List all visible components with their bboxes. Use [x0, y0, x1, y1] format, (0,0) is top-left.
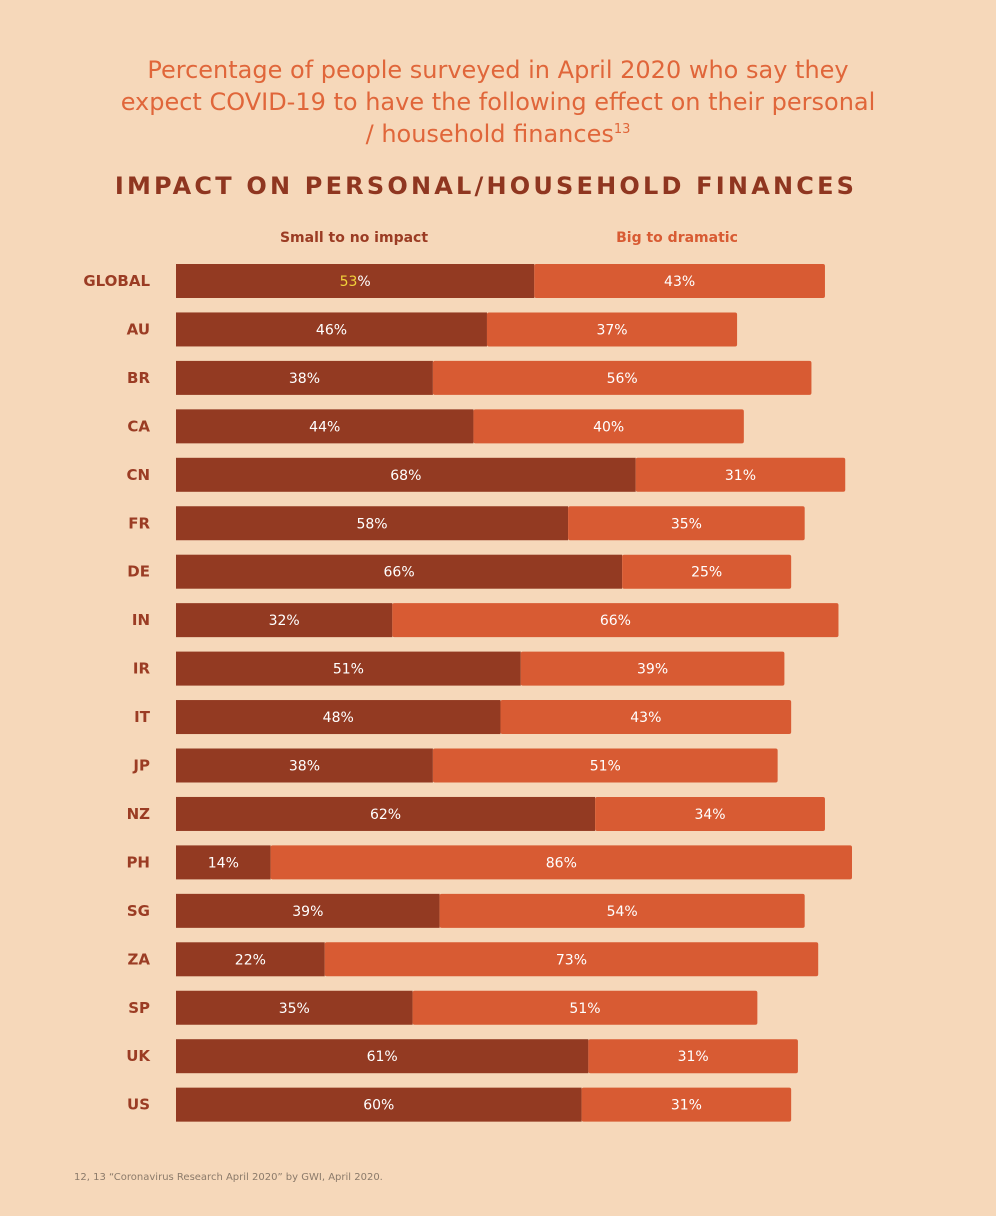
row-label: DE	[127, 563, 150, 581]
value-label-small: 51%	[333, 662, 364, 678]
row-label: CA	[127, 417, 150, 435]
row-label: UK	[126, 1047, 151, 1065]
bar-small-impact	[176, 651, 521, 686]
row-label: CN	[126, 466, 150, 484]
value-label-small: 35%	[279, 1001, 310, 1017]
bar-small-impact	[176, 700, 501, 735]
value-label-small: 44%	[309, 419, 340, 435]
value-label-small: 53%	[340, 274, 371, 290]
value-label-small: 66%	[384, 565, 415, 581]
bar-small-impact	[176, 312, 487, 347]
row-label: PH	[126, 853, 150, 871]
bar-big-impact	[581, 1087, 792, 1122]
footnote-reference: 13	[613, 122, 631, 137]
intro-text: Percentage of people surveyed in April 2…	[118, 54, 878, 150]
row-label: ZA	[128, 950, 151, 968]
bar-small-impact	[176, 264, 535, 298]
value-label-small: 58%	[356, 516, 387, 532]
bar-small-impact	[176, 409, 474, 444]
bar-big-impact	[432, 360, 812, 395]
value-label-small: 22%	[235, 952, 266, 968]
bar-big-impact	[432, 748, 778, 783]
bar-big-impact	[534, 264, 825, 298]
bar-small-impact	[176, 506, 569, 541]
bar-big-impact	[595, 796, 825, 831]
row-label: AU	[127, 320, 150, 338]
row-label: SG	[127, 902, 150, 920]
value-label-big: 73%	[556, 952, 587, 968]
bar-big-impact	[500, 700, 792, 735]
bar-big-impact	[635, 457, 846, 492]
value-label-big: 66%	[600, 613, 631, 629]
value-label-small: 38%	[289, 759, 320, 775]
bar-small-impact	[176, 796, 596, 831]
value-label-big: 56%	[607, 371, 638, 387]
value-label-big: 31%	[725, 468, 756, 484]
legend-label-small: Small to no impact	[280, 230, 428, 246]
row-label: JP	[132, 757, 150, 775]
bar-small-impact	[176, 457, 636, 492]
value-label-big: 25%	[691, 565, 722, 581]
value-label-small: 14%	[208, 855, 239, 871]
value-label-big: 40%	[593, 419, 624, 435]
bar-small-impact	[176, 845, 271, 880]
bar-big-impact	[324, 942, 819, 977]
bar-small-impact	[176, 942, 325, 977]
value-label-big: 34%	[694, 807, 725, 823]
bar-big-impact	[473, 409, 744, 444]
value-label-small: 39%	[292, 904, 323, 920]
value-label-big: 43%	[664, 274, 695, 290]
bar-small-impact	[176, 603, 393, 638]
source-footnote: 12, 13 “Coronavirus Research April 2020”…	[74, 1172, 383, 1183]
bar-small-impact	[176, 1039, 589, 1074]
bar-big-impact	[520, 651, 785, 686]
bar-big-impact	[392, 603, 839, 638]
value-label-big: 51%	[569, 1001, 600, 1017]
row-label: IR	[133, 660, 151, 678]
intro-text-body: Percentage of people surveyed in April 2…	[120, 56, 876, 148]
value-label-small: 68%	[390, 468, 421, 484]
row-label: IT	[134, 708, 151, 726]
value-label-small: 48%	[323, 710, 354, 726]
value-label-small: 46%	[316, 322, 347, 338]
row-label: IN	[132, 611, 150, 629]
bar-small-impact	[176, 748, 433, 783]
value-label-big: 39%	[637, 662, 668, 678]
value-label-small: 38%	[289, 371, 320, 387]
value-label-big: 43%	[630, 710, 661, 726]
bar-big-impact	[270, 845, 852, 880]
value-label-small: 61%	[367, 1049, 398, 1065]
chart-title: IMPACT ON PERSONAL/HOUSEHOLD FINANCES	[114, 172, 858, 200]
bar-big-impact	[439, 893, 805, 928]
value-label-big: 86%	[546, 855, 577, 871]
row-label: SP	[128, 999, 150, 1017]
value-label-big: 31%	[671, 1098, 702, 1114]
bar-big-impact	[588, 1039, 798, 1074]
legend-label-big: Big to dramatic	[616, 230, 738, 246]
bar-big-impact	[486, 312, 738, 347]
value-label-small: 60%	[363, 1098, 394, 1114]
bar-small-impact	[176, 554, 623, 589]
bar-big-impact	[622, 554, 792, 589]
value-label-big: 35%	[671, 516, 702, 532]
row-label: US	[127, 1096, 150, 1114]
bar-small-impact	[176, 893, 440, 928]
bar-big-impact	[568, 506, 805, 541]
value-label-small: 62%	[370, 807, 401, 823]
value-label-big: 31%	[678, 1049, 709, 1065]
value-label-big: 37%	[596, 322, 627, 338]
row-label: FR	[128, 514, 150, 532]
row-label: NZ	[127, 805, 151, 823]
value-label-big: 54%	[607, 904, 638, 920]
stacked-bar-chart: Small to no impact Big to dramatic GLOBAL 5…	[83, 230, 852, 1122]
value-label-big: 51%	[590, 759, 621, 775]
row-label: BR	[127, 369, 150, 387]
bar-big-impact	[412, 990, 758, 1025]
bar-small-impact	[176, 360, 433, 395]
bar-small-impact	[176, 1087, 582, 1122]
bar-small-impact	[176, 990, 413, 1025]
value-label-small: 32%	[269, 613, 300, 629]
row-label: GLOBAL	[83, 272, 150, 290]
